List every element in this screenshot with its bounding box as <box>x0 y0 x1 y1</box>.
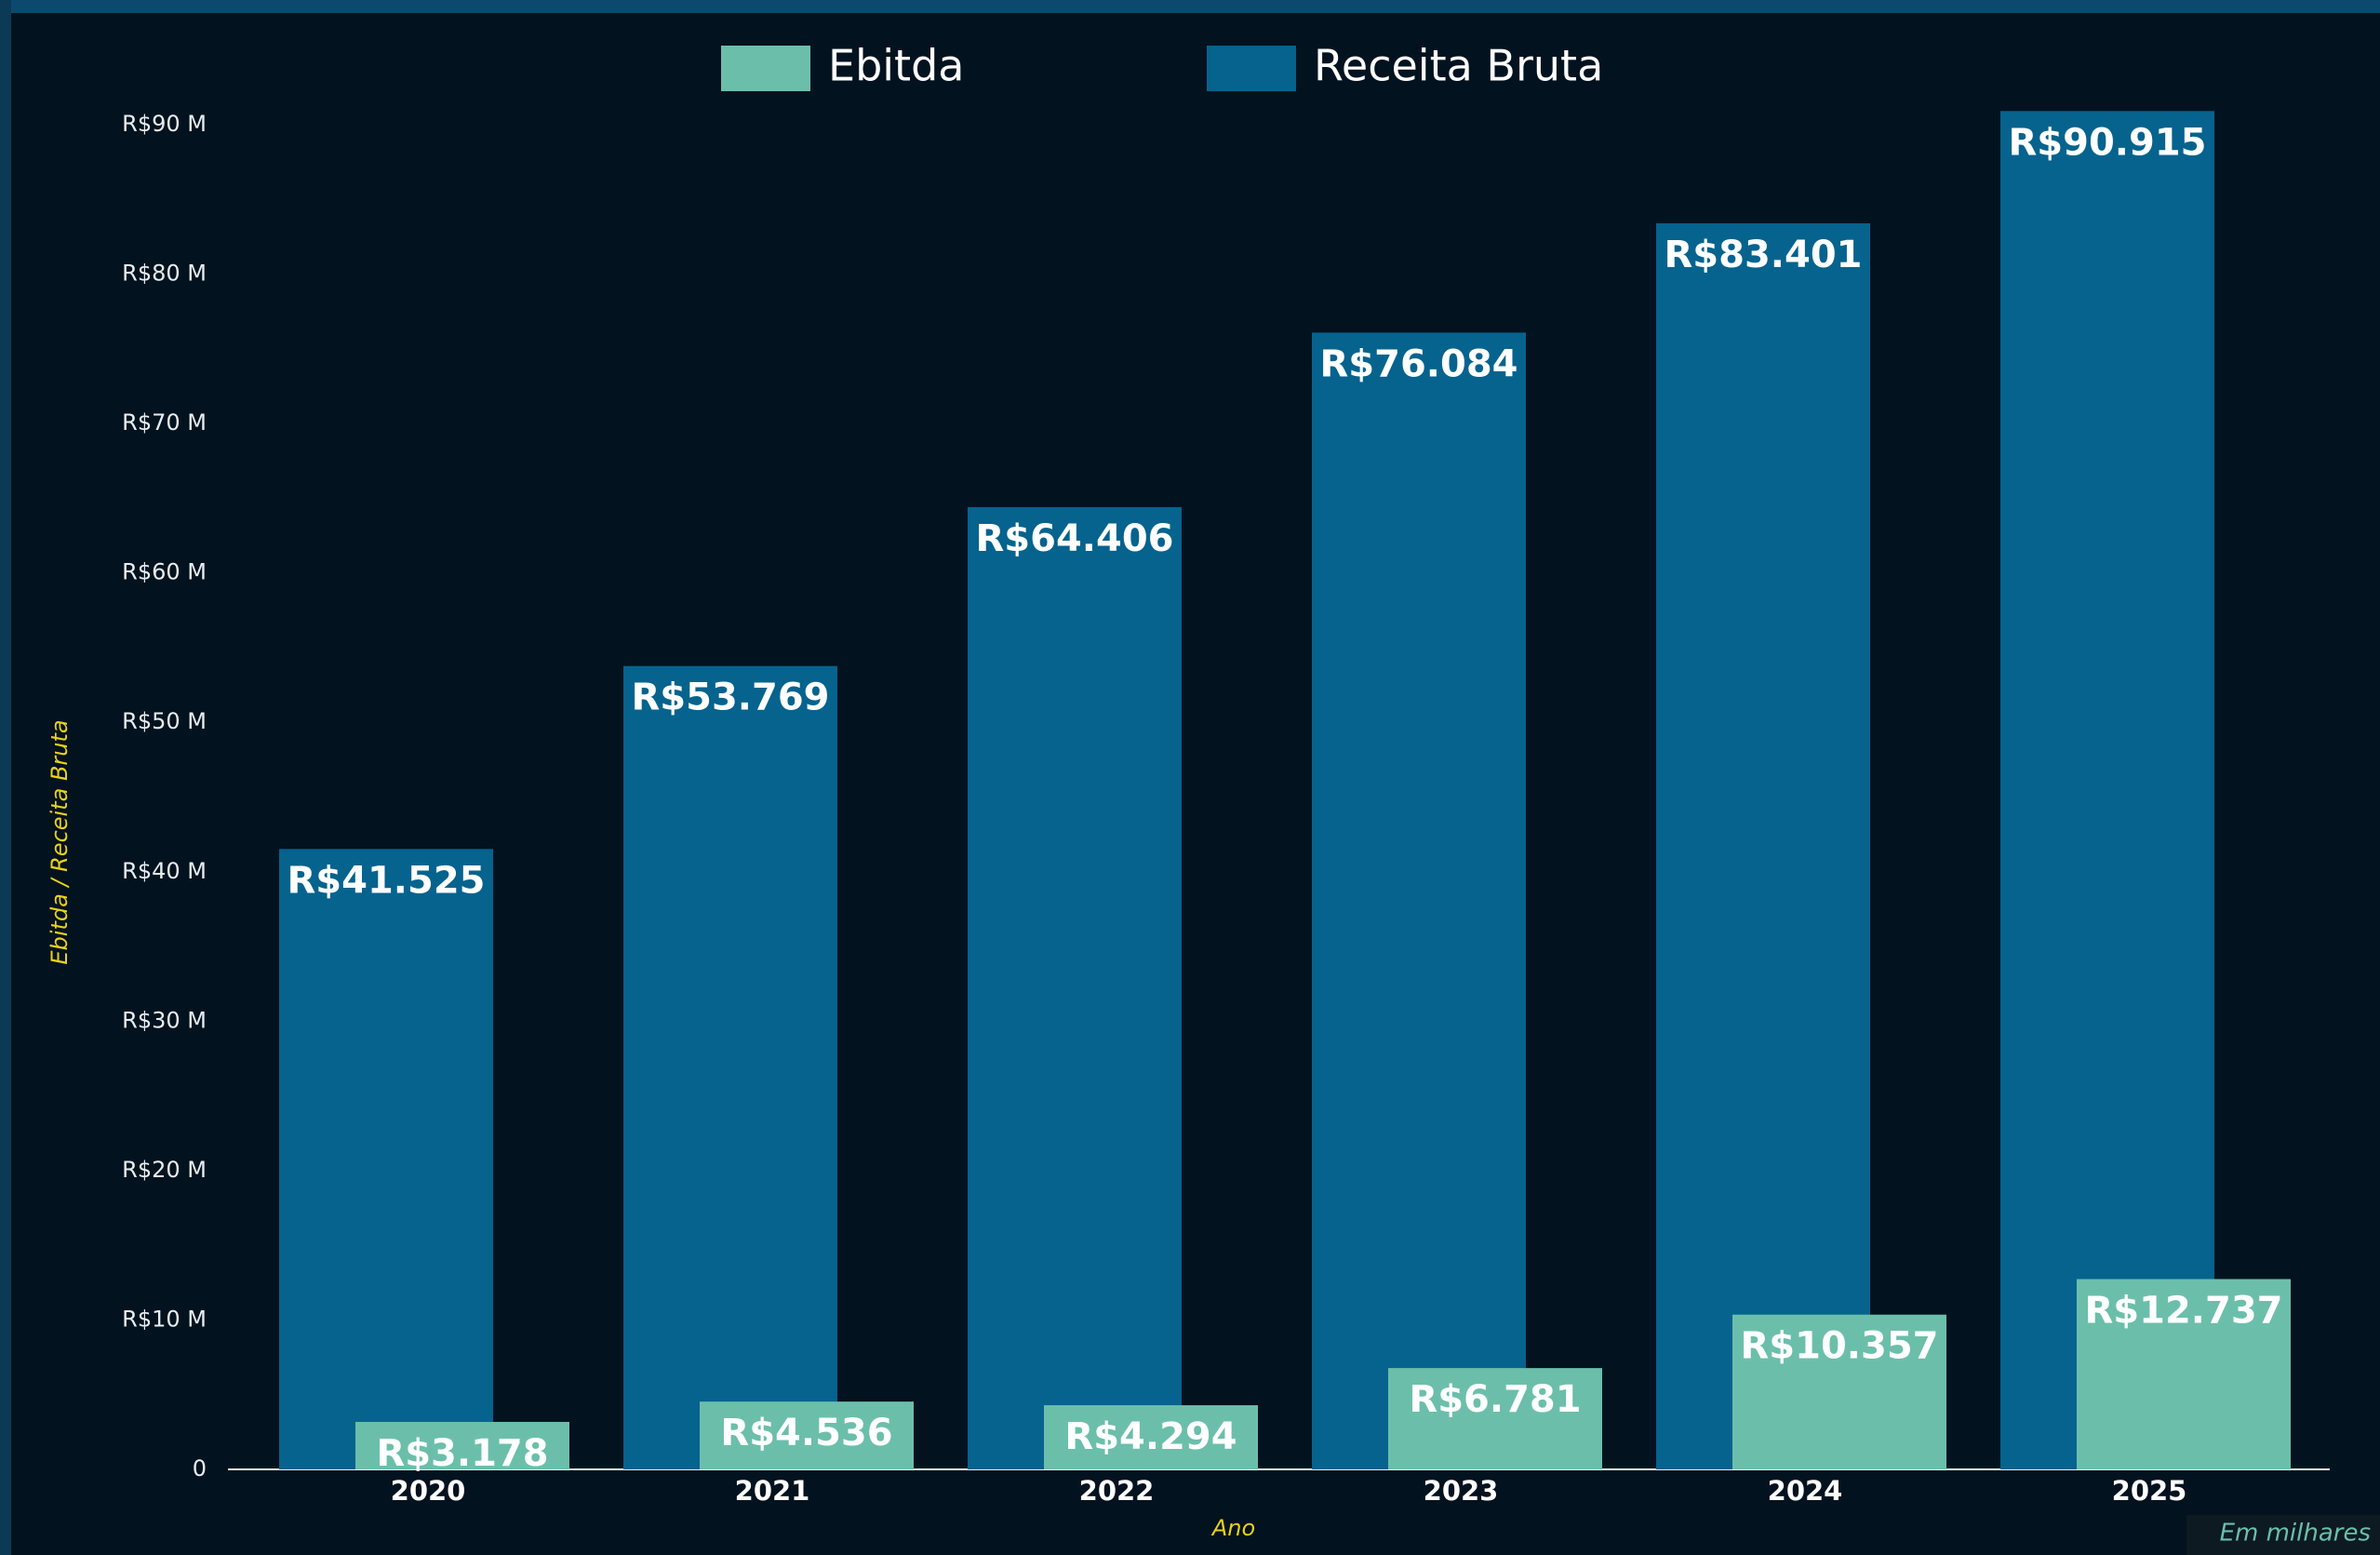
y-tick-label: 0 <box>193 1455 207 1481</box>
data-label: R$4.294 <box>1064 1415 1237 1458</box>
bar <box>279 849 493 1469</box>
bar <box>1312 332 1526 1470</box>
bar <box>968 506 1182 1469</box>
legend-swatch <box>1207 46 1296 91</box>
x-tick-label: 2022 <box>1079 1475 1155 1507</box>
top-border <box>0 0 2380 13</box>
bar <box>700 1401 914 1469</box>
x-tick-label: 2024 <box>1768 1475 1843 1507</box>
legend-label: Receita Bruta <box>1314 41 1603 91</box>
data-label: R$3.178 <box>376 1432 548 1475</box>
x-axis-label: Ano <box>1210 1515 1255 1541</box>
bar <box>1656 222 1870 1470</box>
data-label: R$90.915 <box>2009 121 2207 164</box>
x-tick-label: 2025 <box>2112 1475 2187 1507</box>
y-tick-label: R$60 M <box>122 559 207 585</box>
data-label: R$76.084 <box>1320 342 1518 385</box>
data-label: R$6.781 <box>1409 1378 1581 1421</box>
y-tick-label: R$70 M <box>122 409 207 436</box>
data-label: R$4.536 <box>720 1412 892 1454</box>
y-tick-label: R$30 M <box>122 1007 207 1033</box>
y-tick-label: R$10 M <box>122 1306 207 1332</box>
bar <box>1044 1405 1258 1469</box>
y-tick-label: R$40 M <box>122 858 207 884</box>
data-label: R$64.406 <box>976 517 1174 560</box>
data-label: R$10.357 <box>1741 1325 1939 1368</box>
legend-swatch <box>721 46 810 91</box>
legend-label: Ebitda <box>828 41 964 91</box>
x-tick-label: 2020 <box>391 1475 466 1507</box>
y-tick-label: R$90 M <box>122 111 207 137</box>
y-tick-label: R$20 M <box>122 1157 207 1183</box>
left-border <box>0 0 11 1555</box>
y-tick-label: R$50 M <box>122 708 207 734</box>
bar <box>1732 1314 1946 1469</box>
data-label: R$41.525 <box>287 859 486 902</box>
x-tick-label: 2021 <box>735 1475 810 1507</box>
bar <box>2000 111 2214 1469</box>
bar <box>2077 1279 2291 1469</box>
data-label: R$83.401 <box>1665 234 1863 276</box>
bar <box>1388 1368 1602 1469</box>
bar <box>623 665 837 1469</box>
bar <box>355 1421 569 1469</box>
data-label: R$12.737 <box>2085 1290 2283 1333</box>
x-tick-label: 2023 <box>1424 1475 1499 1507</box>
y-tick-label: R$80 M <box>122 261 207 287</box>
y-axis-label: Ebitda / Receita Bruta <box>47 719 73 964</box>
annotation: Em milhares <box>2220 1520 2371 1548</box>
data-label: R$53.769 <box>632 677 830 719</box>
annotation-box <box>2186 1515 2380 1555</box>
